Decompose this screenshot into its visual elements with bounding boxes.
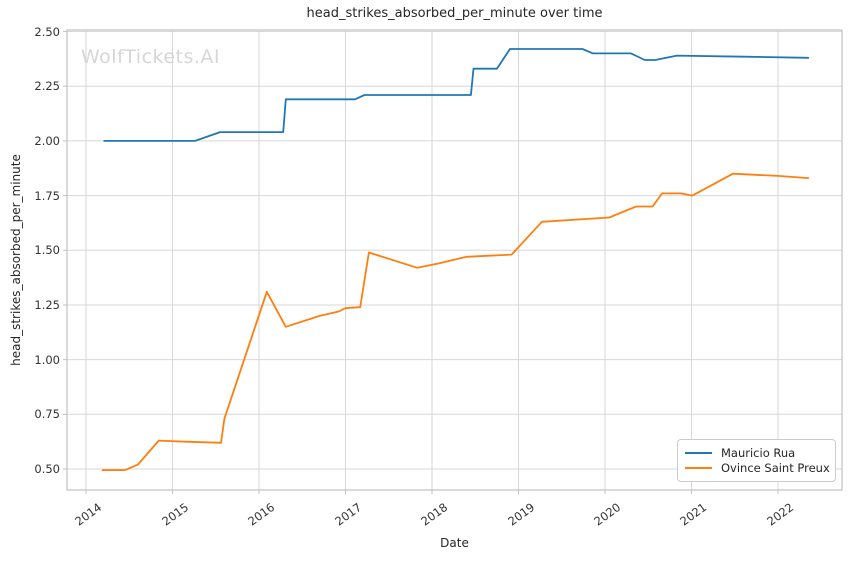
- legend: Mauricio Rua Ovince Saint Preux: [677, 439, 836, 482]
- y-tick-label: 2.50: [34, 24, 60, 39]
- legend-label-ovince-saint-preux: Ovince Saint Preux: [721, 461, 830, 476]
- watermark: WolfTickets.AI: [81, 46, 221, 68]
- legend-line-swatch-orange: [685, 467, 712, 470]
- legend-item-mauricio-rua: Mauricio Rua: [685, 445, 827, 461]
- y-tick-label: 1.25: [34, 297, 60, 312]
- y-tick-label: 2.25: [34, 79, 60, 94]
- y-tick-label: 1.00: [34, 352, 60, 367]
- plot-canvas: [63, 29, 843, 494]
- legend-line-swatch-blue: [685, 451, 712, 454]
- legend-label-mauricio-rua: Mauricio Rua: [721, 445, 796, 460]
- legend-item-ovince-saint-preux: Ovince Saint Preux: [685, 461, 830, 477]
- y-tick-label: 0.75: [34, 407, 60, 422]
- y-tick-label: 0.50: [34, 462, 60, 476]
- chart-title: head_strikes_absorbed_per_minute over ti…: [306, 6, 603, 21]
- y-tick-label: 1.50: [34, 243, 60, 258]
- plot-area: [63, 29, 843, 494]
- y-tick-label: 1.75: [34, 188, 60, 203]
- x-axis-label: Date: [440, 536, 469, 550]
- y-axis-label: head_strikes_absorbed_per_minute: [9, 154, 23, 366]
- y-tick-label: 2.00: [34, 133, 60, 148]
